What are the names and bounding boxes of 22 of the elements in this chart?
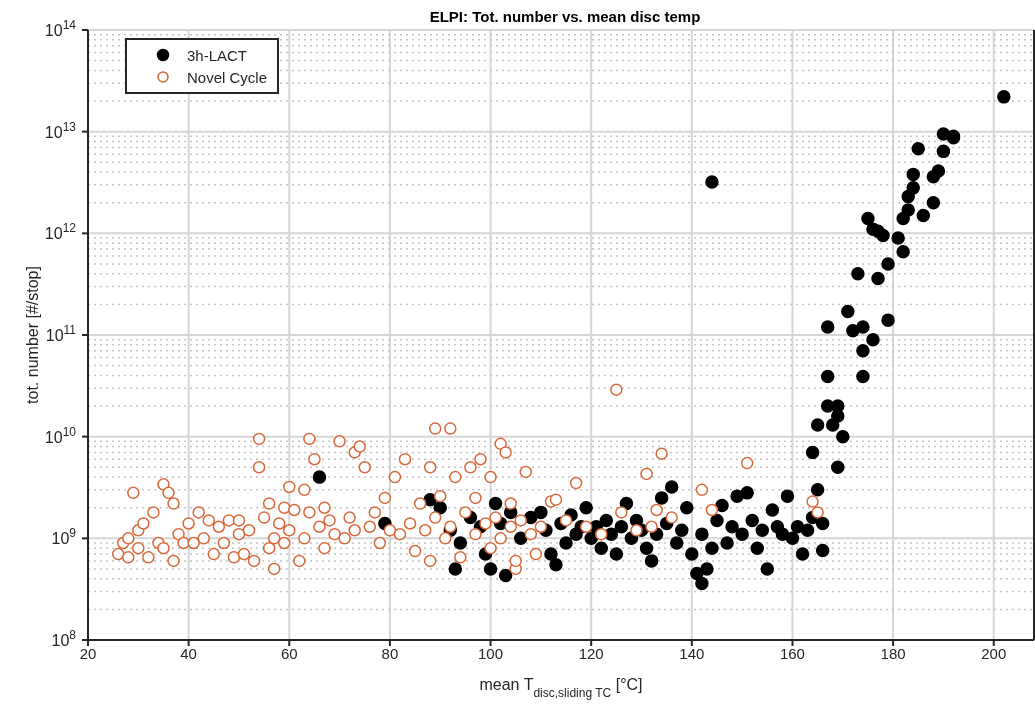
x-tick-label: 100 [478,644,504,662]
chart-title: ELPI: Tot. number vs. mean disc temp [428,8,702,25]
y-tick-label: 10$^{9}$ [51,526,77,548]
y-tick-label: 10$^{13}$ [44,119,77,141]
legend-label: 3h-LACT [187,46,248,64]
x-tick-label: 160 [779,644,805,662]
x-tick-label: 200 [981,644,1007,662]
x-tick-label: 140 [679,644,705,662]
x-tick-label: 60 [280,644,298,662]
x-tick-label: 40 [180,644,197,662]
y-tick-label: 10$^{11}$ [45,323,77,344]
y-tick-label: 10$^{8}$ [51,628,77,649]
x-tick-label: 180 [880,644,906,662]
y-tick-label: 10$^{14}$ [44,18,77,39]
x-tick-label: 120 [578,644,604,662]
x-tick-label: 20 [79,644,97,662]
y-axis-title: tot. number [#/stop] [24,266,41,404]
y-tick-label: 10$^{12}$ [44,221,77,243]
x-tick-label: 80 [381,644,399,662]
x-axis-title: mean T$_{disc,sliding TC}$ [°C] [479,676,643,700]
y-tick-label: 10$^{10}$ [44,424,77,446]
legend-label: Novel Cycle [187,68,268,86]
